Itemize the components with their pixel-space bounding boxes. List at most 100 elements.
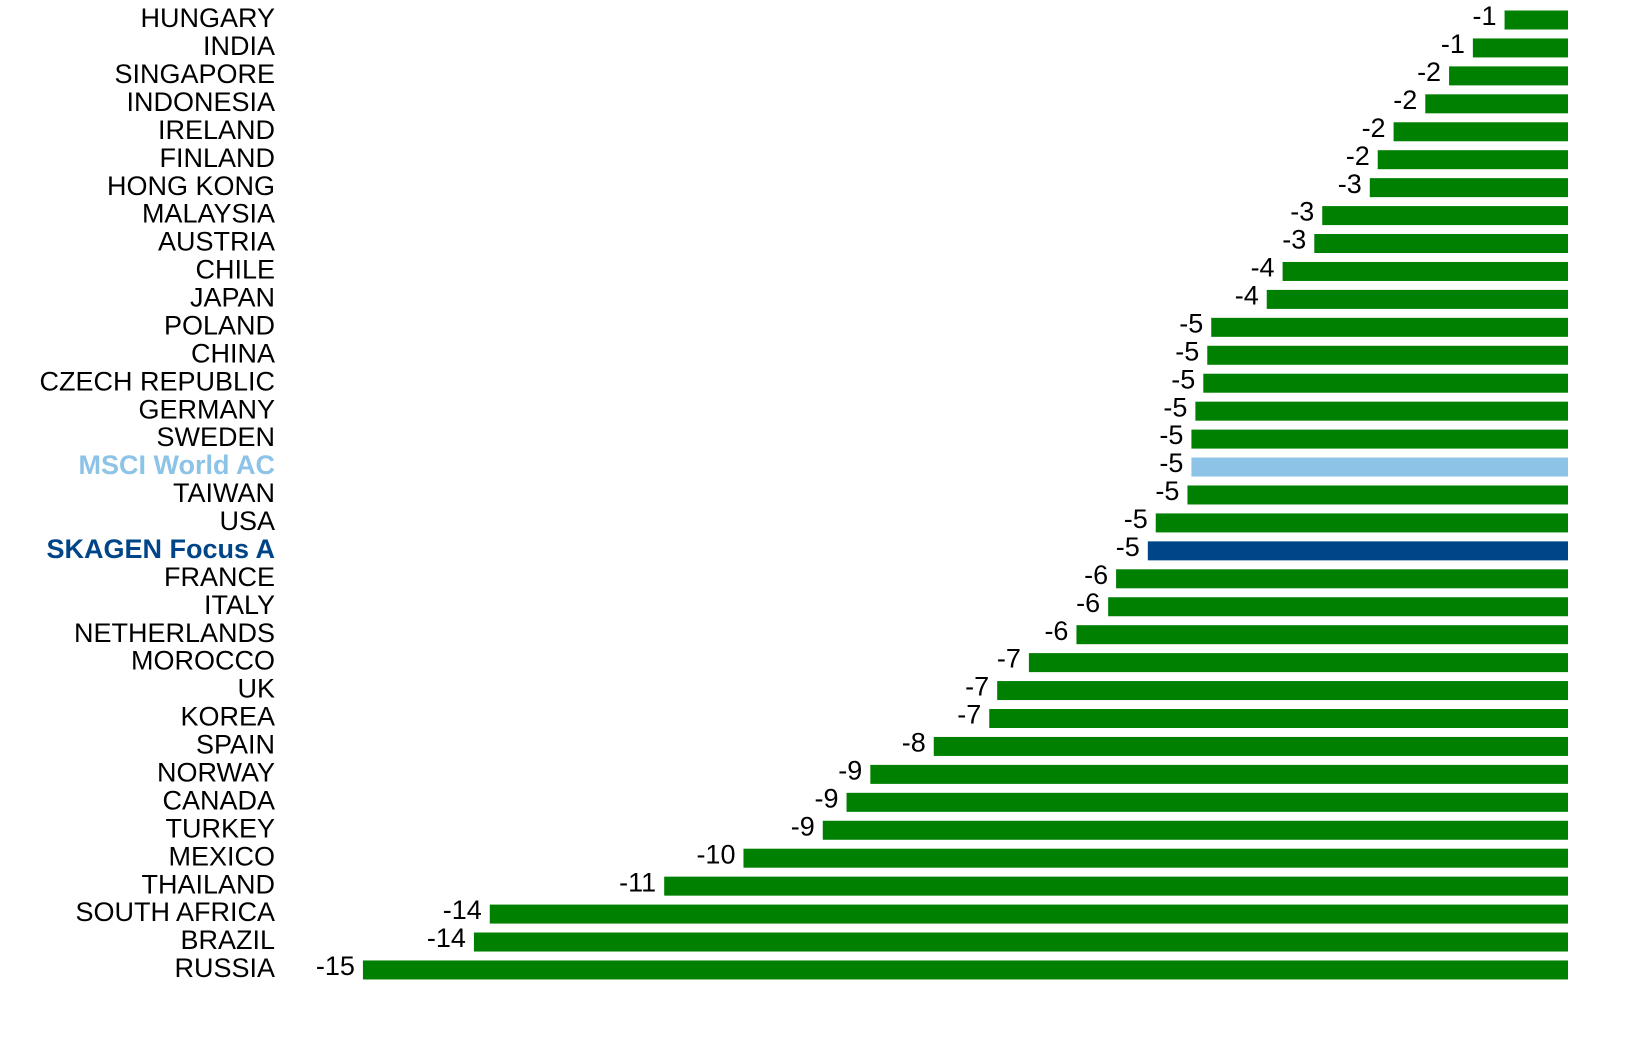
category-label: MOROCCO: [131, 646, 275, 676]
value-label: -3: [1338, 169, 1362, 199]
bar: [1377, 150, 1568, 170]
value-label: -3: [1282, 225, 1306, 255]
bar: [1191, 457, 1568, 477]
value-label: -5: [1171, 364, 1195, 394]
category-label: INDIA: [203, 31, 275, 61]
category-label: JAPAN: [190, 283, 275, 313]
value-label: -15: [316, 951, 355, 981]
bar: [1028, 653, 1568, 673]
category-label: MALAYSIA: [142, 199, 275, 229]
category-label: CHINA: [191, 338, 275, 368]
category-label: ITALY: [204, 590, 275, 620]
value-label: -2: [1393, 85, 1417, 115]
bar: [473, 932, 1568, 952]
value-label: -9: [791, 811, 815, 841]
category-label: AUSTRIA: [158, 227, 275, 257]
value-label: -11: [619, 867, 656, 897]
category-label: SWEDEN: [156, 422, 275, 452]
bar: [933, 736, 1568, 756]
value-label: -10: [696, 839, 735, 869]
category-label: THAILAND: [141, 869, 275, 899]
value-label: -9: [815, 783, 839, 813]
category-label: INDONESIA: [126, 87, 275, 117]
value-label: -2: [1362, 113, 1386, 143]
bar: [1266, 289, 1568, 309]
bar: [489, 904, 1568, 924]
category-label: TURKEY: [165, 813, 275, 843]
bar: [846, 792, 1568, 812]
bar: [1203, 373, 1568, 393]
bar: [1314, 234, 1568, 254]
value-label: -7: [997, 644, 1021, 674]
category-label: HONG KONG: [107, 171, 275, 201]
category-label: SINGAPORE: [114, 59, 275, 89]
category-label: FINLAND: [159, 143, 275, 173]
category-label: GERMANY: [138, 394, 275, 424]
bar: [1472, 38, 1568, 58]
category-label: CZECH REPUBLIC: [39, 366, 275, 396]
value-label: -6: [1076, 588, 1100, 618]
value-label: -4: [1235, 281, 1259, 311]
category-label: CHILE: [195, 255, 275, 285]
bar: [1076, 625, 1568, 645]
value-label: -2: [1417, 57, 1441, 87]
category-label: NORWAY: [157, 758, 275, 788]
bar: [1211, 317, 1568, 337]
bar: [1187, 485, 1568, 505]
value-label: -5: [1179, 308, 1203, 338]
category-label: NETHERLANDS: [74, 618, 275, 648]
value-label: -9: [838, 756, 862, 786]
value-label: -6: [1044, 616, 1068, 646]
bar: [362, 960, 1568, 980]
bar: [1147, 541, 1568, 561]
bar: [743, 848, 1568, 868]
bar: [1155, 513, 1568, 533]
category-label: TAIWAN: [173, 478, 275, 508]
value-label: -5: [1175, 336, 1199, 366]
bar: [1191, 429, 1568, 449]
category-label: MSCI World AC: [79, 450, 276, 480]
category-label: HUNGARY: [140, 3, 275, 33]
bar: [822, 820, 1568, 840]
value-label: -1: [1473, 1, 1497, 31]
bar: [997, 681, 1568, 701]
category-label: BRAZIL: [180, 925, 275, 955]
category-label: MEXICO: [168, 841, 275, 871]
category-label: IRELAND: [158, 115, 275, 145]
value-label: -7: [965, 672, 989, 702]
category-label: USA: [219, 506, 275, 536]
value-label: -1: [1441, 29, 1465, 59]
bar: [1425, 94, 1568, 114]
value-label: -8: [902, 728, 926, 758]
value-label: -5: [1155, 476, 1179, 506]
category-label: UK: [237, 674, 275, 704]
value-label: -7: [957, 700, 981, 730]
category-label: SPAIN: [196, 730, 275, 760]
category-label: KOREA: [180, 702, 275, 732]
bar: [989, 709, 1568, 728]
bar: [1393, 122, 1568, 142]
category-label: SOUTH AFRICA: [75, 897, 275, 927]
value-label: -5: [1124, 504, 1148, 534]
category-label: POLAND: [164, 310, 275, 340]
value-label: -14: [443, 895, 482, 925]
value-label: -5: [1159, 448, 1183, 478]
value-label: -5: [1159, 420, 1183, 450]
bar: [1449, 66, 1568, 86]
category-label: FRANCE: [164, 562, 275, 592]
value-label: -4: [1251, 253, 1275, 283]
bar: [664, 876, 1568, 896]
value-label: -14: [427, 923, 466, 953]
bar: [1322, 206, 1568, 226]
value-label: -6: [1084, 560, 1108, 590]
bar: [1116, 569, 1568, 589]
value-label: -5: [1163, 392, 1187, 422]
bar: [1207, 345, 1568, 365]
bar: [1282, 261, 1568, 281]
bar: [1504, 10, 1568, 30]
value-label: -3: [1290, 197, 1314, 227]
category-label: RUSSIA: [174, 953, 275, 983]
bar: [1369, 178, 1568, 198]
bar: [1108, 597, 1568, 617]
